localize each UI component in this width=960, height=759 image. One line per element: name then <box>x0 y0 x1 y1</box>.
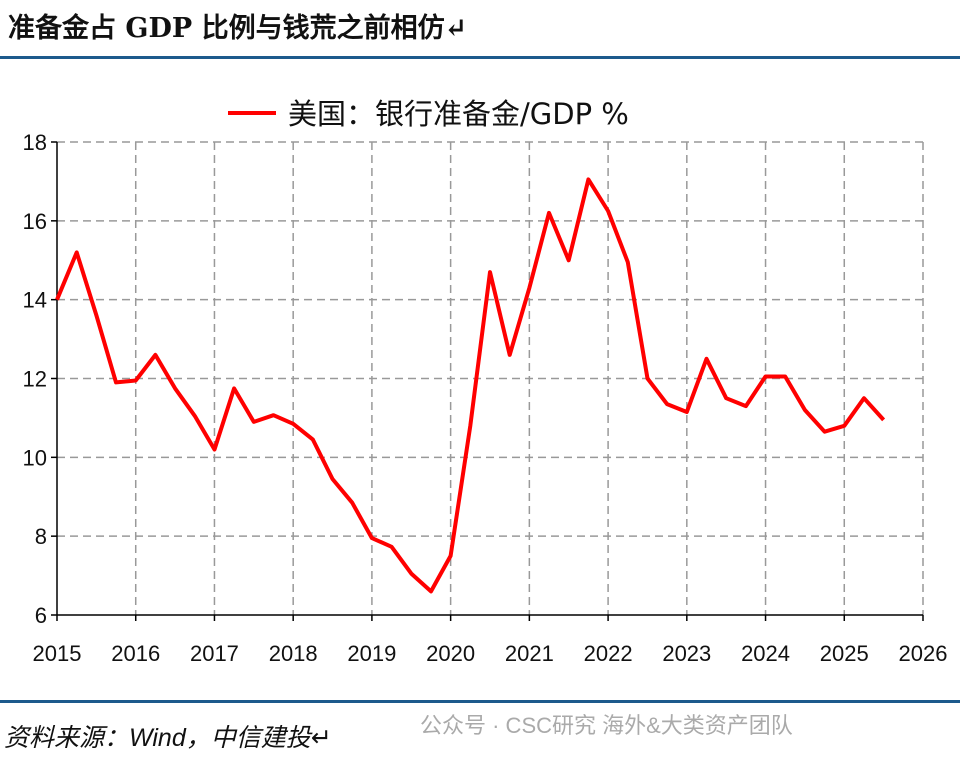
x-tick-label: 2022 <box>584 641 633 666</box>
x-tick-label: 2017 <box>190 641 239 666</box>
tick-labels: 6 8 10 12 14 16 18 2015 2016 2017 2018 2019 2020 2021… <box>23 130 948 666</box>
y-tick-label: 10 <box>23 445 47 470</box>
series <box>55 177 886 594</box>
series-line <box>55 177 886 594</box>
footer-divider <box>0 700 960 703</box>
x-tick-label: 2018 <box>269 641 318 666</box>
y-tick-label: 14 <box>23 288 47 313</box>
y-tick-label: 18 <box>23 130 47 155</box>
grid <box>57 141 924 615</box>
y-tick-label: 6 <box>35 603 47 628</box>
x-tick-label: 2021 <box>505 641 554 666</box>
axes <box>51 141 924 621</box>
x-tick-label: 2016 <box>111 641 160 666</box>
x-tick-label: 2015 <box>33 641 82 666</box>
title-divider <box>0 56 960 59</box>
watermark: 公众号 · CSC研究 海外&大类资产团队 <box>420 713 793 738</box>
legend-label: 美国：银行准备金/GDP % <box>288 97 629 131</box>
x-tick-label: 2026 <box>899 641 948 666</box>
line-chart: 6 8 10 12 14 16 18 2015 2016 2017 2018 2019 2020 2021… <box>23 97 948 666</box>
page-title: 准备金占 GDP 比例与钱荒之前相仿↵ <box>8 13 468 44</box>
x-tick-label: 2019 <box>347 641 396 666</box>
x-tick-label: 2023 <box>662 641 711 666</box>
y-tick-label: 16 <box>23 209 47 234</box>
x-tick-label: 2024 <box>741 641 790 666</box>
y-tick-label: 12 <box>23 367 47 392</box>
x-tick-label: 2025 <box>820 641 869 666</box>
x-tick-label: 2020 <box>426 641 475 666</box>
y-tick-label: 8 <box>35 524 47 549</box>
source-note: 资料来源：Wind，中信建投↵ <box>4 724 332 752</box>
legend: 美国：银行准备金/GDP % <box>228 97 629 131</box>
